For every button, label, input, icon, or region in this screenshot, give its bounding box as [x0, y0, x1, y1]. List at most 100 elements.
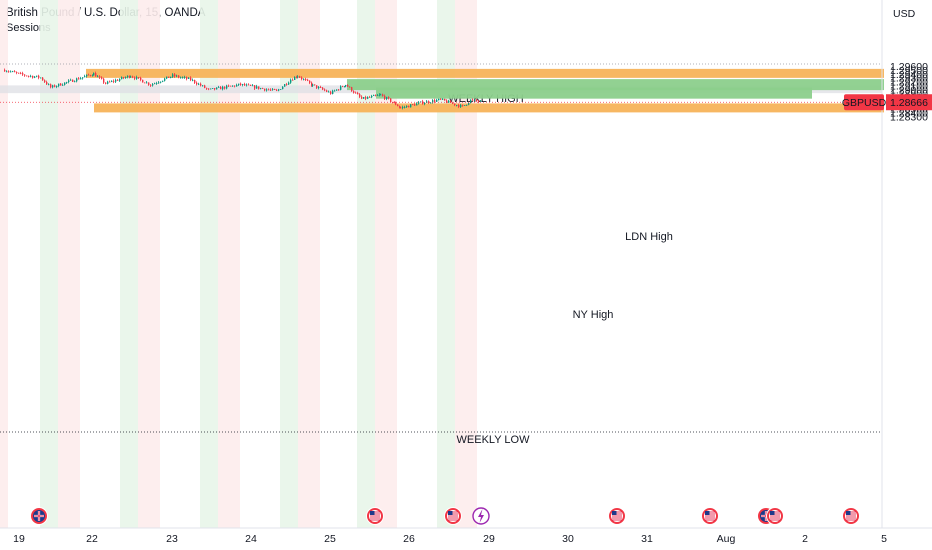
candle-body [58, 83, 60, 86]
candle-body [292, 79, 294, 81]
candle-body [115, 79, 117, 82]
event-flag-icon[interactable] [608, 507, 626, 525]
session-band-london [437, 0, 455, 528]
event-flag-icon[interactable] [444, 507, 462, 525]
event-flag-icon[interactable] [842, 507, 860, 525]
candle-body [290, 79, 292, 83]
candle-body [166, 76, 168, 79]
session-bands [0, 0, 477, 528]
candle-body [476, 99, 478, 101]
candle-body [220, 86, 222, 90]
candle-body [406, 105, 408, 108]
candle-body [272, 89, 274, 90]
candle-body [234, 85, 236, 87]
candle-body [206, 87, 208, 89]
candle-body [390, 98, 392, 102]
candle-body [224, 86, 226, 89]
candle-body [318, 87, 320, 89]
candle-body [138, 77, 140, 78]
candle-body [48, 84, 50, 86]
candle-body [400, 107, 402, 109]
candle-body [210, 88, 212, 90]
indicator-label[interactable]: Sessions [6, 22, 51, 34]
candle-body [186, 77, 188, 79]
candle-body [416, 103, 418, 106]
candle-body [282, 86, 284, 90]
x-tick-label: 26 [403, 533, 415, 545]
candle-body [254, 85, 256, 89]
candle-body [365, 97, 367, 99]
event-flag-icon[interactable] [30, 507, 48, 525]
candle-body [448, 100, 450, 103]
weekly-low-line[interactable] [94, 103, 884, 113]
candle-body [97, 76, 99, 78]
candle-body [152, 84, 154, 86]
candle-body [347, 85, 349, 87]
candle-body [324, 89, 326, 91]
ny-high-line[interactable] [376, 87, 812, 99]
candle-body [158, 82, 160, 84]
candle-body [40, 77, 42, 79]
candle-body [430, 102, 432, 104]
candle-body [119, 79, 121, 81]
currency-label[interactable]: USD [893, 8, 916, 20]
event-bolt-icon[interactable] [472, 507, 490, 525]
session-band-london [200, 0, 218, 528]
ldn-high-line[interactable] [347, 79, 884, 91]
candle-body [262, 88, 264, 89]
candle-body [369, 97, 371, 98]
candle-body [334, 90, 336, 92]
candle-body [72, 79, 74, 82]
candle-body [64, 82, 66, 85]
candle-body [336, 89, 338, 91]
candle-body [256, 86, 258, 89]
candle-body [399, 106, 401, 108]
candle-body [22, 73, 24, 75]
candle-body [244, 84, 246, 86]
candle-body [309, 80, 311, 83]
candle-body [144, 82, 146, 84]
event-flag-icon[interactable] [701, 507, 719, 525]
candle-body [226, 85, 228, 89]
weekly-low-label: WEEKLY LOW [457, 434, 531, 446]
ldn-high-label: LDN High [625, 231, 673, 243]
candle-body [377, 95, 379, 96]
price-badge-value: 1.28666 [890, 97, 928, 109]
session-band-newyork [298, 0, 320, 528]
candle-body [264, 88, 266, 91]
event-flag-icon[interactable] [766, 507, 784, 525]
candle-body [132, 76, 134, 78]
candle-body [250, 84, 252, 86]
y-tick-label: 1.29600 [890, 61, 928, 73]
candle-body [296, 76, 298, 78]
session-band-newyork [218, 0, 240, 528]
candle-body [4, 69, 6, 72]
economic-events[interactable] [30, 507, 860, 525]
candle-body [410, 104, 412, 108]
x-tick-label: 24 [245, 533, 257, 545]
candle-body [70, 79, 72, 81]
price-axis[interactable]: 1.296001.295001.294001.293001.292001.291… [890, 61, 928, 123]
candle-body [436, 100, 438, 102]
candle-body [428, 101, 430, 103]
candle-body [182, 77, 184, 79]
event-flag-icon[interactable] [366, 507, 384, 525]
candle-body [320, 87, 322, 88]
candle-body [373, 95, 375, 96]
candle-body [301, 77, 303, 80]
candle-body [240, 83, 242, 85]
candle-body [230, 85, 232, 87]
time-axis[interactable]: 19 22 23 24 25 26 29 30 31 Aug 2 5 [13, 533, 887, 545]
candle-body [268, 89, 270, 91]
candle-body [392, 101, 394, 103]
candle-body [88, 74, 90, 76]
candle-body [344, 86, 346, 88]
candle-body [345, 85, 347, 87]
candle-body [30, 75, 32, 77]
candle-body [307, 79, 309, 81]
weekly-high-line[interactable] [86, 68, 884, 78]
candle-body [480, 100, 482, 102]
candle-body [24, 74, 26, 76]
